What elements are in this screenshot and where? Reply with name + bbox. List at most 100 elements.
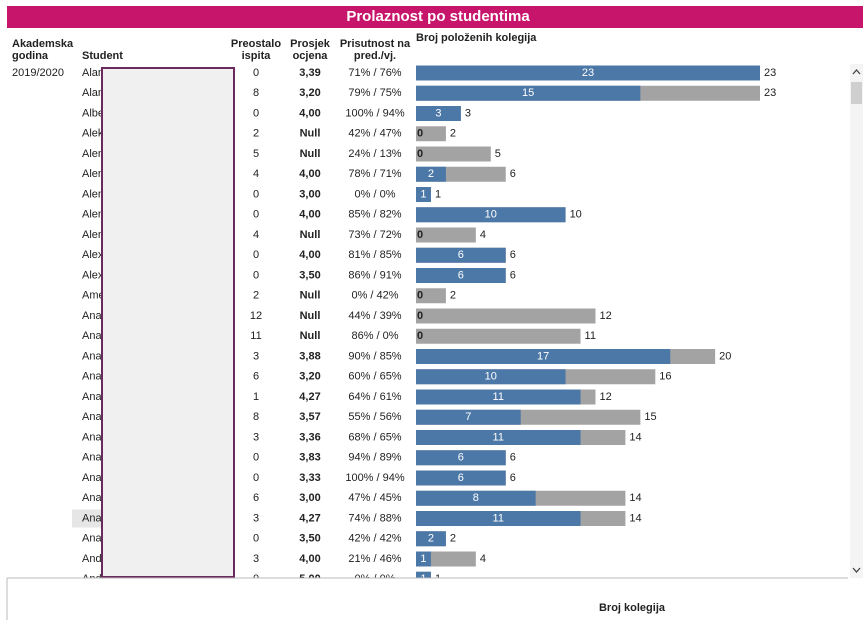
passed-label: 0	[417, 128, 423, 140]
passed-bar	[416, 511, 581, 526]
average: 5,00	[299, 573, 320, 585]
passed-label: 10	[485, 371, 497, 383]
attendance: 24% / 13%	[348, 148, 401, 160]
passed-bar	[416, 430, 581, 445]
passed-bar	[416, 65, 760, 81]
average: 4,27	[299, 391, 320, 403]
attendance: 71% / 76%	[348, 67, 401, 79]
average: 3,50	[299, 269, 320, 281]
total-label: 4	[480, 229, 486, 241]
header-attendance: Prisutnost na	[340, 38, 411, 50]
total-label: 12	[599, 391, 611, 403]
average: 4,00	[299, 168, 320, 180]
passed-bar	[416, 490, 536, 506]
passed-bar	[416, 166, 446, 182]
passed-label: 2	[428, 168, 434, 180]
remaining: 3	[253, 431, 259, 443]
passed-label: 1	[420, 573, 426, 585]
average: 3,36	[299, 431, 320, 443]
student: Ana	[82, 431, 102, 443]
attendance: 60% / 65%	[348, 371, 401, 383]
header-year: godina	[12, 50, 49, 62]
total-label: 23	[764, 67, 776, 79]
passed-label: 23	[582, 67, 594, 79]
passed-label: 8	[473, 492, 479, 504]
passed-bar	[416, 369, 566, 385]
remaining: 4	[253, 168, 259, 180]
average: Null	[300, 310, 321, 322]
passed-label: 0	[417, 148, 423, 160]
passed-label: 11	[493, 391, 504, 403]
student: Ana	[82, 512, 102, 524]
header-average: ocjena	[293, 50, 329, 62]
title: Prolaznost po studentima	[346, 8, 530, 25]
header-student: Student	[82, 50, 123, 62]
student: And	[82, 573, 102, 585]
passed-bar	[416, 349, 671, 364]
remaining: 0	[253, 249, 259, 261]
header-attendance: pred./vj.	[354, 50, 396, 62]
total-label: 4	[480, 553, 486, 565]
attendance: 86% / 91%	[348, 269, 401, 281]
average: Null	[300, 148, 321, 160]
total-bar	[416, 126, 446, 142]
total-bar	[416, 227, 476, 243]
row-highlight	[72, 509, 102, 528]
remaining: 0	[253, 472, 259, 484]
passed-bar	[416, 450, 506, 466]
remaining: 0	[253, 107, 259, 119]
average: 3,00	[299, 492, 320, 504]
total-label: 14	[629, 492, 641, 504]
passed-label: 0	[417, 310, 423, 322]
attendance: 90% / 85%	[348, 350, 401, 362]
student: Albe	[82, 107, 104, 119]
remaining: 12	[250, 310, 262, 322]
total-label: 2	[450, 128, 456, 140]
attendance: 0% / 0%	[355, 573, 396, 585]
attendance: 86% / 0%	[351, 330, 398, 342]
header-remaining: Preostalo	[231, 38, 281, 50]
total-label: 23	[764, 87, 776, 99]
header-remaining: ispita	[242, 50, 272, 62]
passed-label: 11	[493, 512, 504, 524]
scroll-down[interactable]	[852, 567, 861, 573]
average: 3,83	[299, 452, 320, 464]
attendance: 44% / 39%	[348, 310, 401, 322]
attendance: 64% / 61%	[348, 391, 401, 403]
passed-bar	[416, 207, 566, 223]
remaining: 0	[253, 188, 259, 200]
attendance: 81% / 85%	[348, 249, 401, 261]
total-label: 14	[629, 431, 641, 443]
passed-bar	[416, 389, 581, 405]
total-label: 2	[450, 533, 456, 545]
header-year: Akademska	[12, 38, 74, 50]
attendance: 47% / 45%	[348, 492, 401, 504]
attendance: 0% / 42%	[351, 290, 398, 302]
passed-bar	[416, 470, 506, 486]
average: 4,27	[299, 512, 320, 524]
total-label: 14	[629, 512, 641, 524]
total-label: 12	[599, 310, 611, 322]
total-label: 10	[570, 209, 582, 221]
average: 4,00	[299, 107, 320, 119]
passed-label: 6	[458, 472, 464, 484]
passed-bar	[416, 247, 506, 263]
average: 3,20	[299, 371, 320, 383]
student: Ana	[82, 411, 102, 423]
scroll-up[interactable]	[852, 69, 861, 75]
passed-label: 1	[420, 553, 426, 565]
scroll-thumb[interactable]	[851, 82, 862, 104]
attendance: 68% / 65%	[348, 431, 401, 443]
student: Ana	[82, 310, 102, 322]
student: Alen	[82, 229, 104, 241]
scrollbar[interactable]	[850, 64, 863, 578]
passed-label: 10	[485, 209, 497, 221]
average: 3,57	[299, 411, 320, 423]
remaining: 1	[253, 391, 259, 403]
remaining: 0	[253, 209, 259, 221]
average: 4,00	[299, 209, 320, 221]
student: Ana	[82, 533, 102, 545]
total-label: 1	[435, 573, 441, 585]
passed-bar	[416, 187, 431, 202]
attendance: 94% / 89%	[348, 452, 401, 464]
